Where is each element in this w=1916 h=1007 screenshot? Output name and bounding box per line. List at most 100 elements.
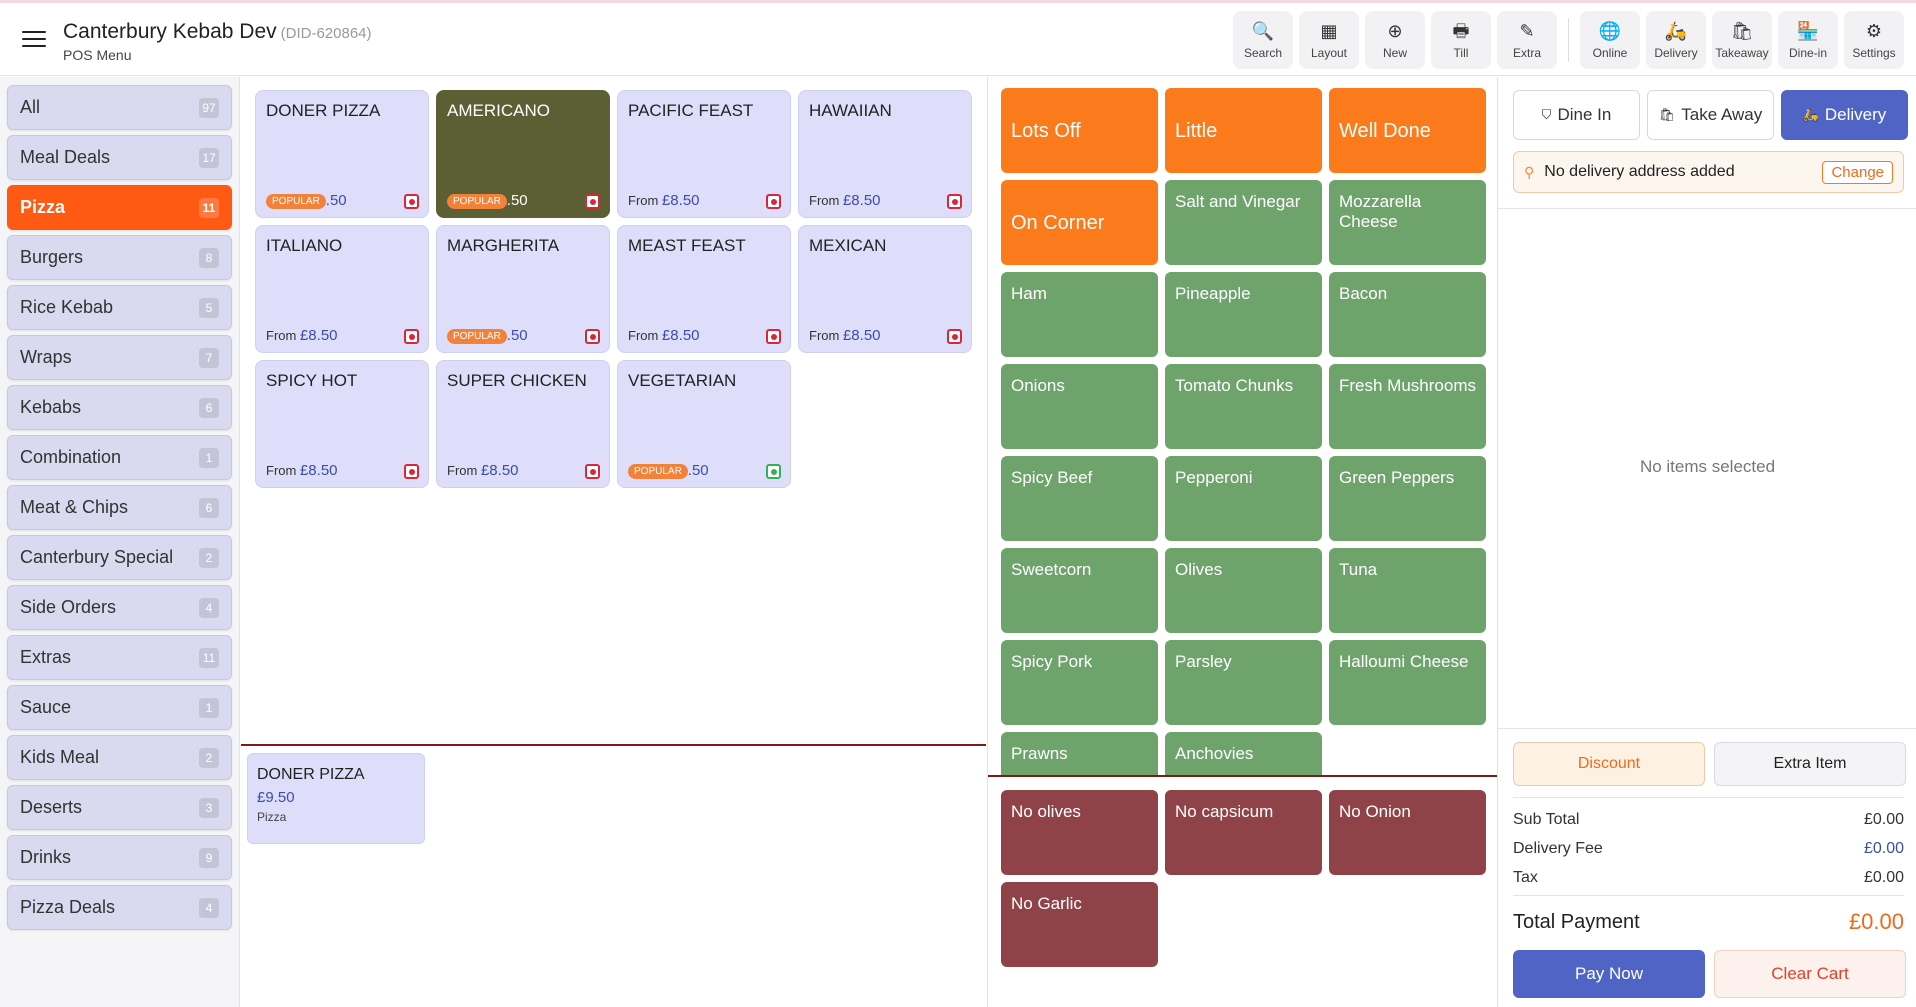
delivery-button[interactable]: 🛵 Delivery [1646,11,1706,69]
product-card[interactable]: VEGETARIAN POPULAR .50 [617,360,791,488]
online-button[interactable]: 🌐 Online [1580,11,1640,69]
dine-in-button[interactable]: 🏪 Dine-in [1778,11,1838,69]
category-count-badge: 11 [199,197,219,218]
layout-button[interactable]: ▦ Layout [1299,11,1359,69]
modifier-scroll-area[interactable]: Lots Off Little Well Done On Corner Salt and… [1001,88,1486,775]
change-address-button[interactable]: Change [1822,160,1893,184]
category-side-orders[interactable]: Side Orders 4 [7,585,232,630]
modifier-well-done-button[interactable]: Well Done [1329,88,1486,173]
modifier-little-button[interactable]: Little [1165,88,1322,173]
product-grid: DONER PIZZA POPULAR .50 AMERICANO POPULAR… [255,90,972,488]
device-id: (DID-620864) [280,25,372,42]
product-name: SUPER CHICKEN [447,371,587,390]
category-count-badge: 6 [199,497,219,518]
new-button[interactable]: ⊕ New [1365,11,1425,69]
modifier-mozzarella-cheese-button[interactable]: Mozzarella Cheese [1329,180,1486,265]
extra-item-button[interactable]: Extra Item [1714,742,1906,786]
total-value: £0.00 [1848,909,1904,934]
product-card[interactable]: PACIFIC FEAST From £8.50 [617,90,791,218]
modifier-pineapple-button[interactable]: Pineapple [1165,272,1322,357]
removal-no-garlic-button[interactable]: No Garlic [1001,882,1158,967]
settings-button[interactable]: ⚙ Settings [1844,11,1904,69]
pay-now-button[interactable]: Pay Now [1513,950,1705,998]
takeaway-button[interactable]: 🛍 Takeaway [1712,11,1772,69]
product-card[interactable]: SUPER CHICKEN From £8.50 [436,360,610,488]
modifier-fresh-mushrooms-button[interactable]: Fresh Mushrooms [1329,364,1486,449]
category-pizza[interactable]: Pizza 11 [7,185,232,230]
non-veg-indicator-icon [766,194,781,209]
removal-no-capsicum-button[interactable]: No capsicum [1165,790,1322,875]
product-area: DONER PIZZA POPULAR .50 AMERICANO POPULAR… [241,77,986,744]
discount-button[interactable]: Discount [1513,742,1705,786]
selected-item-price: £9.50 [257,789,295,806]
product-name: MARGHERITA [447,236,560,255]
category-pizza-deals[interactable]: Pizza Deals 4 [7,885,232,930]
clear-cart-button[interactable]: Clear Cart [1714,950,1906,998]
product-price: £8.50 [842,327,881,344]
category-extras[interactable]: Extras 11 [7,635,232,680]
modifier-parsley-button[interactable]: Parsley [1165,640,1322,725]
modifier-green-peppers-button[interactable]: Green Peppers [1329,456,1486,541]
modifier-halloumi-cheese-button[interactable]: Halloumi Cheese [1329,640,1486,725]
category-label: Canterbury Special [20,547,174,567]
modifier-ham-button[interactable]: Ham [1001,272,1158,357]
category-burgers[interactable]: Burgers 8 [7,235,232,280]
category-meat-chips[interactable]: Meat & Chips 6 [7,485,232,530]
modifier-anchovies-button[interactable]: Anchovies [1165,732,1322,775]
product-card[interactable]: ITALIANO From £8.50 [255,225,429,353]
selected-item-category: Pizza [257,810,287,824]
modifier-on-corner-button[interactable]: On Corner [1001,180,1158,265]
category-wraps[interactable]: Wraps 7 [7,335,232,380]
modifier-onions-button[interactable]: Onions [1001,364,1158,449]
veg-indicator-icon [766,464,781,479]
price-prefix: From [809,328,840,343]
product-card[interactable]: AMERICANO POPULAR .50 [436,90,610,218]
removal-no-olives-button[interactable]: No olives [1001,790,1158,875]
modifier-pepperoni-button[interactable]: Pepperoni [1165,456,1322,541]
globe-icon: 🌐 [1598,20,1622,41]
product-card[interactable]: DONER PIZZA POPULAR .50 [255,90,429,218]
selected-item-card[interactable]: DONER PIZZA £9.50 Pizza [247,753,425,844]
order-type-take-away-button[interactable]: 🛍 Take Away [1647,90,1774,140]
product-price-row: From £8.50 [628,192,700,209]
toolbar-label: Extra [1512,45,1541,60]
product-card[interactable]: HAWAIIAN From £8.50 [798,90,972,218]
modifier-lots-off-button[interactable]: Lots Off [1001,88,1158,173]
product-card[interactable]: SPICY HOT From £8.50 [255,360,429,488]
category-kebabs[interactable]: Kebabs 6 [7,385,232,430]
removal-no-onion-button[interactable]: No Onion [1329,790,1486,875]
divider [1513,797,1904,798]
category-combination[interactable]: Combination 1 [7,435,232,480]
modifier-salt-and-vinegar-button[interactable]: Salt and Vinegar [1165,180,1322,265]
category-count-badge: 2 [199,747,219,768]
category-canterbury-special[interactable]: Canterbury Special 2 [7,535,232,580]
modifier-spicy-pork-button[interactable]: Spicy Pork [1001,640,1158,725]
delivery-fee-value: £0.00 [1863,840,1904,857]
extra-button[interactable]: ✎ Extra [1497,11,1557,69]
category-label: Kids Meal [20,747,100,767]
modifier-tuna-button[interactable]: Tuna [1329,548,1486,633]
menu-icon[interactable] [22,31,46,51]
category-deserts[interactable]: Deserts 3 [7,785,232,830]
product-price: £8.50 [299,327,338,344]
category-drinks[interactable]: Drinks 9 [7,835,232,880]
category-label: Rice Kebab [20,297,114,317]
modifier-bacon-button[interactable]: Bacon [1329,272,1486,357]
product-card[interactable]: MEAST FEAST From £8.50 [617,225,791,353]
category-meal-deals[interactable]: Meal Deals 17 [7,135,232,180]
modifier-olives-button[interactable]: Olives [1165,548,1322,633]
category-all[interactable]: All 97 [7,85,232,130]
order-type-delivery-button[interactable]: 🛵 Delivery [1781,90,1908,140]
category-sauce[interactable]: Sauce 1 [7,685,232,730]
modifier-sweetcorn-button[interactable]: Sweetcorn [1001,548,1158,633]
order-type-dine-in-button[interactable]: ⛉ Dine In [1513,90,1640,140]
till-button[interactable]: 🖶 Till [1431,11,1491,69]
product-card[interactable]: MARGHERITA POPULAR .50 [436,225,610,353]
category-rice-kebab[interactable]: Rice Kebab 5 [7,285,232,330]
modifier-tomato-chunks-button[interactable]: Tomato Chunks [1165,364,1322,449]
product-card[interactable]: MEXICAN From £8.50 [798,225,972,353]
search-button[interactable]: 🔍 Search [1233,11,1293,69]
modifier-spicy-beef-button[interactable]: Spicy Beef [1001,456,1158,541]
category-kids-meal[interactable]: Kids Meal 2 [7,735,232,780]
modifier-prawns-button[interactable]: Prawns [1001,732,1158,775]
